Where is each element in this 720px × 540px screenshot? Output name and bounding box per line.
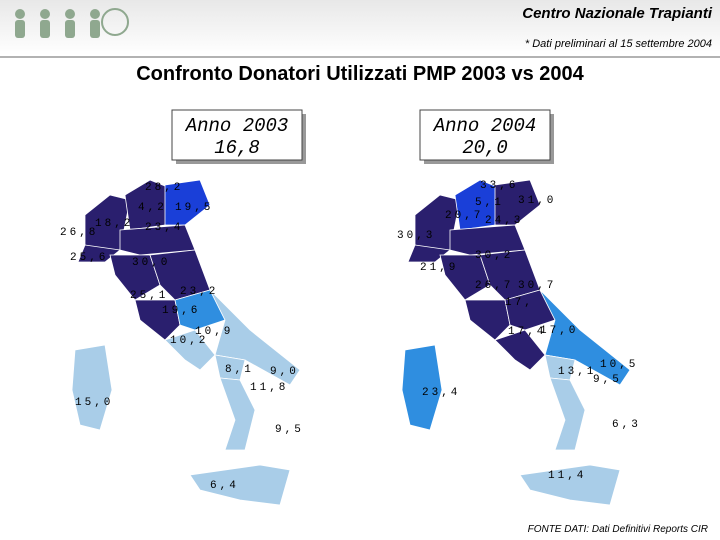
region-label: 20,7 [445, 210, 483, 222]
region [164, 179, 211, 226]
region-label: 18,2 [95, 218, 133, 230]
logo [15, 8, 129, 38]
region [164, 329, 216, 371]
region-label: 11,4 [548, 470, 586, 482]
region-label: 28,2 [145, 182, 183, 194]
year-box [419, 109, 551, 161]
region-label: 25,1 [130, 290, 168, 302]
region [119, 224, 196, 256]
map [401, 179, 631, 506]
region-label: 30,3 [397, 230, 435, 242]
region [134, 299, 181, 341]
region-label: 9,5 [593, 374, 622, 386]
region [464, 299, 511, 341]
year: Anno 2003 [185, 115, 289, 137]
note: * Dati preliminari al 15 settembre 2004 [525, 38, 712, 50]
region-label: 8,1 [225, 364, 254, 376]
region-label: 9,5 [275, 424, 304, 436]
region-label: 23,4 [422, 387, 460, 399]
region-label: 17,0 [540, 325, 578, 337]
region-label: 23,2 [180, 286, 218, 298]
region-label: 5,1 [475, 197, 504, 209]
region-label: 21,9 [420, 262, 458, 274]
region [174, 289, 226, 331]
organization: Centro Nazionale Trapianti [522, 5, 713, 22]
region-label: 30,7 [518, 280, 556, 292]
region-label: 30,2 [475, 250, 513, 262]
region-label: 17, [505, 297, 534, 309]
region [519, 464, 621, 506]
region-label: 9,0 [270, 366, 299, 378]
region-label: 30,0 [132, 257, 170, 269]
region-label: 4,2 [138, 202, 167, 214]
region-label: 13,1 [558, 366, 596, 378]
region [401, 344, 443, 431]
total: 16,8 [214, 137, 260, 159]
region [407, 244, 451, 263]
region-label: 17,4 [508, 326, 546, 338]
region-label: 19,5 [175, 202, 213, 214]
region-label: 33,6 [480, 180, 518, 192]
region-label: 10,9 [195, 326, 233, 338]
year: Anno 2004 [433, 115, 537, 137]
region [189, 464, 291, 506]
region-label: 19,6 [162, 305, 200, 317]
year-box [171, 109, 303, 161]
region-label: 10,5 [600, 359, 638, 371]
region [449, 224, 526, 256]
region [504, 289, 556, 331]
region [109, 254, 161, 301]
map [71, 179, 301, 506]
region-label: 23,4 [145, 222, 183, 234]
region [494, 329, 546, 371]
region-label: 6,4 [210, 480, 239, 492]
region-label: 6,3 [612, 419, 641, 431]
region [539, 289, 631, 386]
region-label: 24,3 [485, 215, 523, 227]
total: 20,0 [462, 137, 508, 159]
region [77, 244, 121, 263]
region-label: 26,8 [60, 227, 98, 239]
region-label: 15,0 [75, 397, 113, 409]
region-label: 25,6 [70, 252, 108, 264]
region-label: 10,2 [170, 335, 208, 347]
source: FONTE DATI: Dati Definitivi Reports CIR [528, 524, 708, 535]
region [439, 254, 491, 301]
region-label: 11,8 [250, 382, 288, 394]
region [549, 377, 586, 451]
region-label: 31,0 [518, 195, 556, 207]
region-label: 26,7 [475, 280, 513, 292]
region [219, 377, 256, 451]
title: Confronto Donatori Utilizzati PMP 2003 v… [136, 63, 584, 85]
region [209, 289, 301, 386]
region [71, 344, 113, 431]
region [494, 179, 541, 226]
